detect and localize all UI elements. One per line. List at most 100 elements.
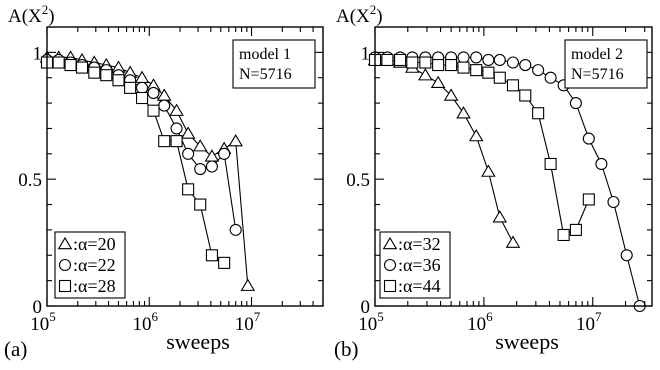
data-point-circle — [493, 53, 506, 67]
panel-label: (b) — [334, 337, 359, 361]
data-point-square — [445, 58, 458, 72]
data-point-square — [64, 58, 77, 72]
model-label: model 2 — [571, 46, 623, 63]
data-point-square — [194, 198, 207, 211]
data-point-square — [170, 135, 183, 148]
data-point-square — [432, 58, 445, 72]
x-tick-exponent: 6 — [152, 309, 159, 324]
y-tick-label: 0.5 — [346, 170, 370, 191]
data-point-square — [470, 64, 483, 77]
x-tick-exponent: 6 — [486, 309, 493, 324]
legend-label: :α=36 — [398, 255, 441, 275]
data-point-circle — [229, 223, 242, 236]
system-size-label: N=5716 — [571, 66, 624, 83]
series-line-square — [375, 59, 590, 236]
data-point-square — [419, 56, 432, 69]
data-point-circle — [470, 51, 483, 64]
legend-label: :α=28 — [73, 276, 116, 296]
plot-frame — [46, 26, 324, 307]
y-tick-label: 1 — [361, 43, 371, 64]
legend-label: :α=44 — [398, 276, 441, 296]
data-point-triangle — [456, 106, 471, 119]
x-axis-label: sweeps — [495, 329, 559, 354]
data-point-square — [147, 104, 160, 117]
x-tick-base: 10 — [358, 314, 377, 335]
legend-label: :α=32 — [398, 234, 441, 254]
x-tick-label: 107 — [576, 309, 602, 335]
legend-marker-circle — [383, 258, 397, 272]
data-point-square — [75, 61, 89, 74]
x-tick-exponent: 7 — [254, 309, 261, 324]
data-point-circle — [532, 64, 545, 77]
data-point-circle — [620, 249, 633, 262]
info-box — [564, 39, 648, 89]
model-label: model 1 — [239, 46, 291, 63]
data-point-triangle — [505, 235, 521, 248]
data-point-square — [124, 81, 137, 94]
legend-marker-triangle — [57, 236, 73, 250]
data-point-square — [406, 56, 419, 69]
data-point-triangle — [481, 164, 496, 177]
data-point-circle — [595, 157, 608, 171]
y-tick-label: 0.5 — [18, 170, 42, 191]
data-point-circle — [135, 81, 149, 94]
data-point-triangle — [240, 278, 256, 291]
y-tick-label: 0 — [361, 297, 371, 318]
data-point-square — [457, 61, 470, 74]
x-tick-base: 10 — [235, 314, 254, 335]
x-tick-base: 10 — [133, 314, 152, 335]
data-point-triangle — [192, 139, 208, 152]
data-point-circle — [182, 147, 195, 160]
data-point-square — [100, 69, 113, 82]
data-point-square — [394, 53, 407, 67]
data-point-square — [532, 107, 545, 120]
x-tick-label: 106 — [467, 309, 493, 335]
plot-frame — [374, 26, 653, 307]
data-point-triangle — [468, 128, 484, 142]
data-point-circle — [607, 195, 620, 209]
x-tick-base: 10 — [467, 314, 486, 335]
y-axis-label: A(X2) — [336, 2, 383, 27]
x-tick-base: 10 — [576, 314, 595, 335]
data-point-square — [506, 79, 520, 92]
data-point-triangle — [492, 210, 508, 223]
legend-marker-square — [58, 279, 72, 293]
data-point-triangle — [430, 75, 446, 89]
data-point-square — [569, 223, 582, 236]
x-tick-label: 106 — [133, 309, 159, 335]
data-point-triangle — [134, 70, 150, 83]
x-tick-exponent: 5 — [49, 309, 56, 324]
data-point-triangle — [443, 88, 459, 101]
data-point-triangle — [228, 134, 243, 147]
data-point-square — [205, 249, 218, 262]
panel-label: (a) — [4, 337, 27, 361]
data-point-circle — [582, 132, 595, 145]
system-size-label: N=5716 — [239, 66, 292, 83]
legend-marker-triangle — [382, 236, 398, 250]
data-point-circle — [147, 86, 160, 99]
data-point-circle — [457, 51, 470, 64]
data-point-circle — [158, 99, 171, 112]
legend-label: :α=20 — [73, 234, 116, 254]
data-point-circle — [544, 71, 557, 84]
y-tick-label: 0 — [33, 297, 43, 318]
data-point-circle — [170, 122, 183, 135]
x-tick-exponent: 5 — [377, 309, 384, 324]
data-point-circle — [482, 53, 495, 67]
data-point-square — [482, 66, 495, 79]
x-tick-label: 105 — [30, 309, 56, 335]
data-point-triangle — [418, 68, 433, 81]
data-point-circle — [519, 58, 532, 72]
legend-marker-circle — [58, 258, 72, 272]
data-point-square — [182, 183, 195, 196]
y-axis-label: A(X2) — [8, 2, 55, 27]
data-point-square — [519, 89, 532, 102]
data-point-circle — [506, 56, 520, 69]
data-point-square — [218, 256, 231, 269]
legend-marker-square — [383, 279, 397, 293]
x-tick-base: 10 — [30, 314, 49, 335]
data-point-circle — [194, 162, 207, 176]
series-line-circle — [375, 56, 641, 307]
data-point-square — [52, 56, 65, 69]
legend-label: :α=22 — [73, 255, 116, 275]
